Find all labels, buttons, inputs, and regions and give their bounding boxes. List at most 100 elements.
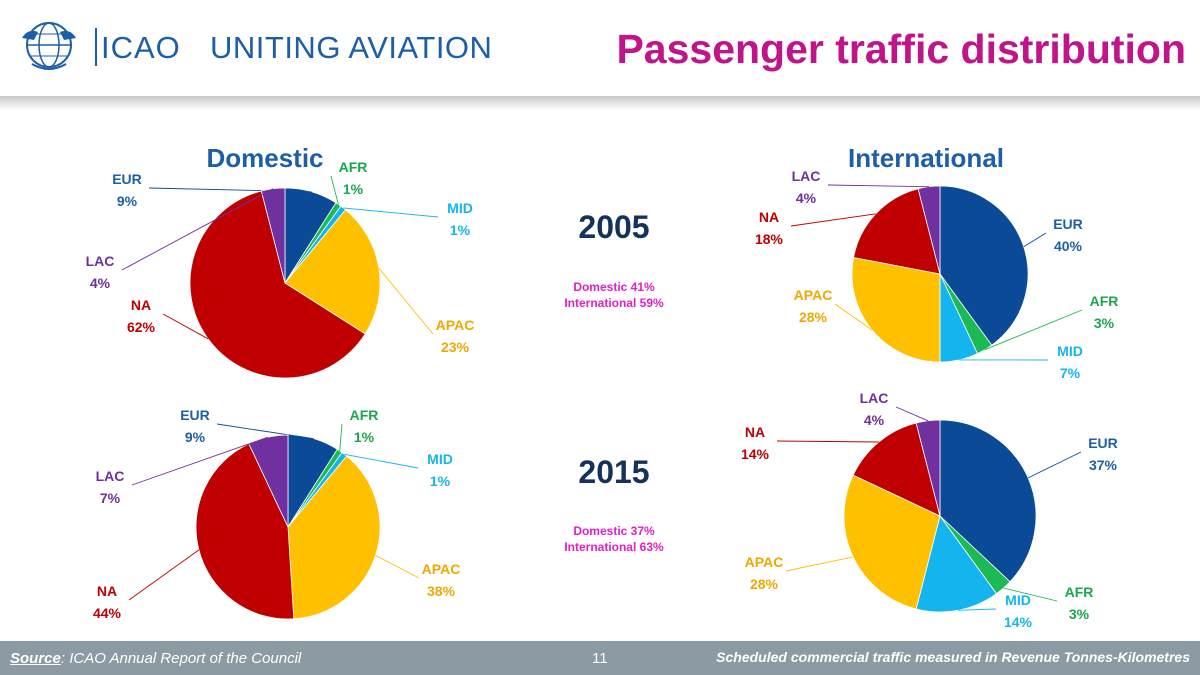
year-label-2015: 2015	[578, 454, 649, 490]
international-share-2005: International 59%	[564, 296, 664, 310]
pie-slice-eur	[939, 185, 1029, 346]
international-share-2015: International 63%	[564, 540, 664, 554]
footer-source: Source: ICAO Annual Report of the Counci…	[10, 650, 301, 667]
slice-value-label: 1%	[343, 181, 364, 197]
slice-value-label: 1%	[450, 222, 471, 238]
leader-line-apac	[785, 556, 854, 572]
slice-category-label: AFR	[350, 407, 379, 423]
leader-line-na	[776, 440, 879, 443]
pie-chart-international-2005: EUR 40% AFR 3% MID 7% APAC 28% NA 18% LAC 4%	[755, 168, 1118, 381]
footer-note: Scheduled commercial traffic measured in…	[716, 649, 1190, 665]
slice-value-label: 3%	[1069, 606, 1090, 622]
slice-category-label: MID	[447, 200, 473, 216]
slice-category-label: LAC	[860, 390, 889, 406]
leader-line-mid	[957, 608, 997, 611]
slice-category-label: MID	[1005, 592, 1031, 608]
slice-category-label: APAC	[422, 561, 461, 577]
leader-line-apac	[378, 267, 434, 335]
slice-value-label: 40%	[1054, 238, 1083, 254]
leader-line-mid	[343, 207, 439, 218]
slice-category-label: AFR	[1090, 293, 1119, 309]
logo-divider	[95, 28, 97, 66]
leader-line-na	[790, 213, 876, 227]
leader-line-afr	[330, 175, 339, 205]
slice-category-label: LAC	[96, 468, 125, 484]
slice-category-label: APAC	[794, 287, 833, 303]
pie-chart-domestic-2015: EUR 9% AFR 1% MID 1% APAC 38% NA 44% LAC 7%	[93, 407, 460, 621]
leader-line-afr	[1003, 587, 1058, 602]
slice-value-label: 1%	[430, 473, 451, 489]
slice-category-label: LAC	[792, 168, 821, 184]
pie-slice-apac	[843, 474, 941, 610]
slice-category-label: EUR	[1053, 216, 1083, 232]
leader-line-na	[162, 313, 209, 340]
leader-line-apac	[834, 303, 873, 331]
slice-value-label: 4%	[796, 190, 817, 206]
slice-value-label: 7%	[100, 490, 121, 506]
leader-line-na	[128, 549, 200, 601]
slice-category-label: LAC	[86, 253, 115, 269]
international-heading: International	[848, 143, 1004, 173]
org-tagline: UNITING AVIATION	[210, 30, 493, 65]
slice-category-label: EUR	[112, 171, 142, 187]
leader-line-eur	[1023, 232, 1047, 248]
pie-chart-domestic-2005: EUR 9% AFR 1% MID 1% APAC 23% NA 62% LAC 4%	[86, 159, 475, 379]
slice-value-label: 4%	[90, 275, 111, 291]
slice-value-label: 18%	[755, 231, 784, 247]
leader-line-lac	[131, 436, 269, 486]
year-label-2005: 2005	[578, 209, 649, 245]
slice-category-label: APAC	[436, 317, 475, 333]
leader-line-lac	[121, 188, 274, 271]
domestic-share-2005: Domestic 41%	[573, 280, 655, 294]
slice-category-label: APAC	[745, 554, 784, 570]
pie-chart-international-2015: EUR 37% AFR 3% MID 14% APAC 28% NA 14% LAC 4%	[741, 390, 1118, 630]
slice-value-label: 1%	[354, 429, 375, 445]
leader-line-apac	[375, 555, 420, 579]
slice-category-label: EUR	[180, 407, 210, 423]
slide-header: ICAO UNITING AVIATION Passenger traffic …	[0, 0, 1200, 96]
pie-charts-area: Domestic International 2005 Domestic 41%…	[86, 143, 1119, 630]
slice-value-label: 28%	[799, 309, 828, 325]
slide-footer: Source: ICAO Annual Report of the Counci…	[0, 641, 1200, 675]
slice-value-label: 7%	[1060, 365, 1081, 381]
slice-category-label: AFR	[339, 159, 368, 175]
page-title: Passenger traffic distribution	[616, 26, 1186, 72]
leader-line-afr	[984, 309, 1083, 351]
slice-value-label: 38%	[427, 583, 456, 599]
slice-value-label: 37%	[1089, 457, 1118, 473]
domestic-share-2015: Domestic 37%	[573, 524, 655, 538]
leader-line-lac	[827, 184, 930, 188]
leader-line-mid	[344, 453, 419, 469]
pie-slice-mid	[915, 515, 997, 613]
source-label: Source	[10, 650, 61, 667]
pie-slice-na	[852, 422, 941, 517]
slice-category-label: MID	[427, 451, 453, 467]
pie-slice-na	[189, 190, 366, 379]
leader-line-lac	[895, 406, 929, 422]
header-divider	[0, 96, 1200, 110]
leader-line-afr	[339, 423, 343, 451]
page-number: 11	[592, 650, 608, 667]
pie-slice-na	[853, 188, 941, 275]
leader-line-eur	[216, 423, 314, 440]
leader-line-eur	[1027, 451, 1082, 479]
org-name: ICAO	[101, 30, 181, 65]
icao-emblem-icon	[22, 22, 76, 70]
slice-value-label: 62%	[127, 319, 156, 335]
pie-slice-apac	[851, 257, 941, 363]
slice-category-label: NA	[759, 209, 779, 225]
slice-category-label: MID	[1057, 343, 1083, 359]
slice-value-label: 4%	[864, 412, 885, 428]
source-text: : ICAO Annual Report of the Council	[60, 650, 302, 667]
slice-value-label: 44%	[93, 605, 122, 621]
slice-value-label: 9%	[117, 193, 138, 209]
slice-category-label: NA	[97, 583, 117, 599]
slice-category-label: EUR	[1088, 435, 1118, 451]
slice-category-label: AFR	[1065, 584, 1094, 600]
slice-value-label: 14%	[1004, 614, 1033, 630]
slice-value-label: 23%	[441, 339, 470, 355]
slice-value-label: 28%	[750, 576, 779, 592]
slice-value-label: 3%	[1094, 315, 1115, 331]
pie-layer: EUR 9% AFR 1% MID 1% APAC 23% NA 62% LAC 4% EUR 40% AF…	[86, 159, 1119, 630]
slice-value-label: 9%	[185, 429, 206, 445]
